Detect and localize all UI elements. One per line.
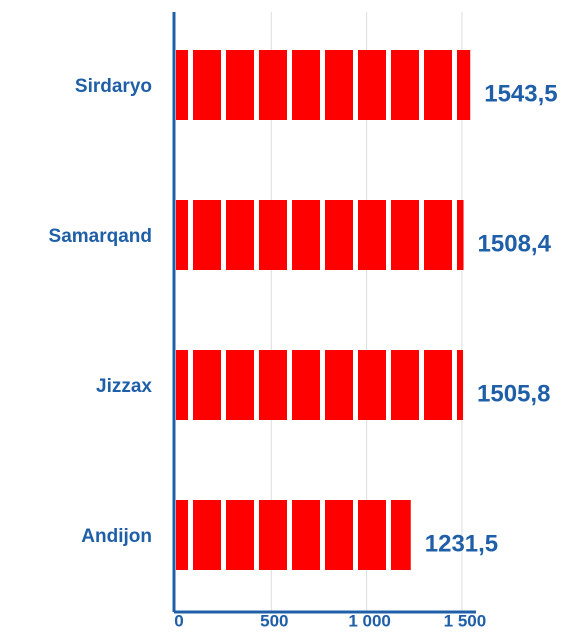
bar bbox=[176, 200, 464, 270]
value-label: 1508,4 bbox=[478, 230, 552, 257]
x-tick-label: 500 bbox=[260, 611, 288, 630]
value-label: 1231,5 bbox=[425, 530, 498, 557]
y-tick-label: Jizzax bbox=[96, 376, 152, 397]
y-tick-label: Samarqand bbox=[49, 226, 152, 247]
x-tick-label: 0 bbox=[174, 611, 183, 630]
bar bbox=[176, 500, 411, 570]
y-tick-label: Sirdaryo bbox=[75, 76, 152, 97]
x-tick-label: 1 500 bbox=[444, 611, 487, 630]
y-tick-label: Andijon bbox=[81, 526, 152, 547]
value-label: 1543,5 bbox=[484, 80, 557, 107]
value-label: 1505,8 bbox=[477, 380, 550, 407]
x-tick-label: 1 000 bbox=[348, 611, 391, 630]
bar bbox=[176, 350, 464, 420]
bar bbox=[176, 50, 471, 120]
